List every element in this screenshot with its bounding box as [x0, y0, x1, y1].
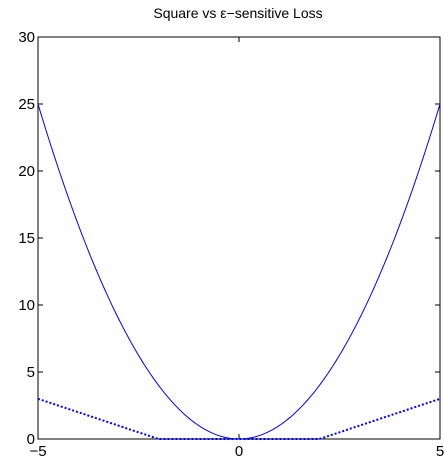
series-line-solid [37, 103, 441, 440]
y-tick-label: 30 [18, 29, 35, 46]
y-tick-label: 20 [18, 163, 35, 180]
x-tick-label: 0 [235, 443, 243, 460]
y-tick-label: 0 [27, 431, 35, 448]
x-tick-label: 5 [436, 443, 444, 460]
series-layer [37, 103, 441, 440]
y-tick-label: 25 [18, 96, 35, 113]
series-line-dotted [37, 397, 441, 440]
y-tick-label: 15 [18, 230, 35, 247]
y-tick-label: 10 [18, 297, 35, 314]
x-tick-label: −5 [29, 443, 46, 460]
y-tick-label: 5 [27, 364, 35, 381]
chart-title: Square vs ε−sensitive Loss [153, 5, 322, 21]
plot-frame [37, 36, 441, 440]
